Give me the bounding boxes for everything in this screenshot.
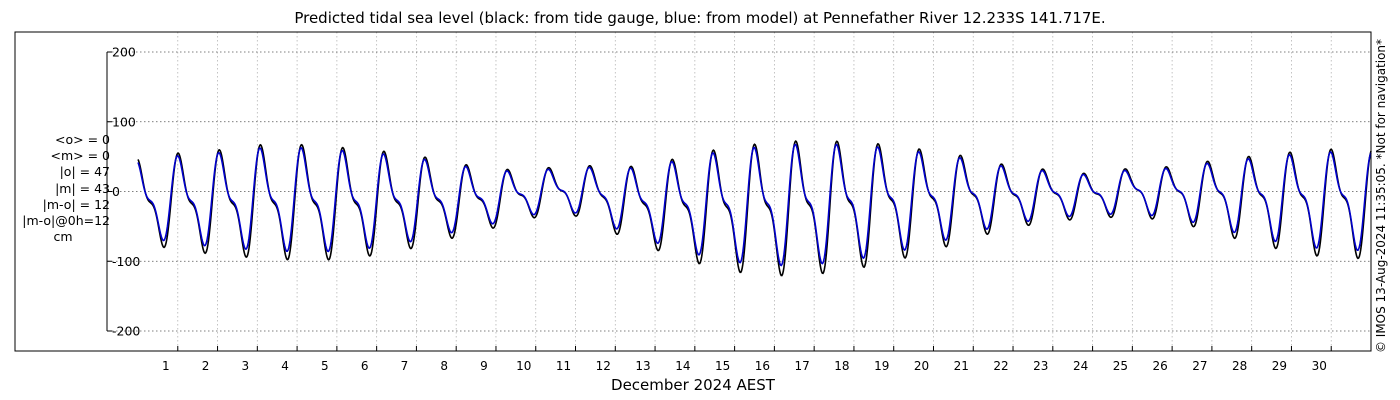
x-tick-label: 10	[516, 359, 531, 373]
x-tick-label: 1	[162, 359, 170, 373]
x-tick-label: 28	[1232, 359, 1247, 373]
y-tick-label: 0	[112, 184, 120, 199]
x-tick-label: 26	[1152, 359, 1167, 373]
x-tick-label: 6	[361, 359, 369, 373]
stat-abs-obs: |o| = 47	[59, 164, 110, 180]
x-tick-label: 9	[480, 359, 488, 373]
x-tick-label: 7	[401, 359, 409, 373]
series-layer	[137, 140, 1372, 277]
y-tick-label: 200	[112, 45, 136, 60]
y-tick-label: -200	[112, 324, 140, 339]
y-tick-label: -100	[112, 254, 140, 269]
x-tick-label: 3	[242, 359, 250, 373]
x-tick-label: 13	[635, 359, 650, 373]
x-tick-label: 11	[556, 359, 571, 373]
x-tick-label: 27	[1192, 359, 1207, 373]
x-tick-label: 16	[755, 359, 770, 373]
plot-frame	[14, 31, 1372, 352]
stat-mean-obs: <o> = 0	[55, 132, 110, 147]
x-axis-label: December 2024 AEST	[611, 376, 776, 394]
x-tick-label: 17	[795, 359, 810, 373]
x-tick-label: 2	[202, 359, 210, 373]
grid-layer	[108, 32, 1371, 351]
x-tick-label: 24	[1073, 359, 1088, 373]
x-tick-label: 5	[321, 359, 329, 373]
x-tick-label: 29	[1272, 359, 1287, 373]
x-tick-label: 19	[874, 359, 889, 373]
y-tick-label: 100	[112, 114, 136, 129]
x-tick-label: 8	[440, 359, 448, 373]
x-tick-label: 20	[914, 359, 929, 373]
x-tick-label: 4	[281, 359, 289, 373]
stat-abs-model: |m| = 43	[55, 180, 110, 196]
stat-abs-diff-0h: |m-o|@0h=12	[22, 213, 110, 229]
x-tick-label: 21	[954, 359, 969, 373]
stat-mean-model: <m> = 0	[50, 148, 111, 164]
x-tick-label: 14	[675, 359, 690, 373]
series-model-line	[137, 143, 1372, 267]
x-tick-label: 22	[993, 359, 1008, 373]
x-tick-label: 30	[1312, 359, 1327, 373]
x-tick-label: 15	[715, 359, 730, 373]
stat-abs-diff: |m-o| = 12	[42, 196, 110, 212]
x-tick-label: 25	[1113, 359, 1128, 373]
x-tick-label: 12	[596, 359, 611, 373]
x-tick-label: 18	[834, 359, 849, 373]
stat-unit: cm	[53, 229, 73, 245]
axis-layer: 1 2 3 4 5 6 7 8 9 10 11 12 13 14 15 16 17 18 19 20 21 22 23 24 2…	[14, 31, 1372, 373]
statistics-panel: <o> = 0 <m> = 0 |o| = 47 |m| = 43 |m-o| …	[0, 132, 110, 245]
chart-title: Predicted tidal sea level (black: from t…	[294, 9, 1106, 27]
series-gauge-line	[137, 140, 1372, 277]
x-tick-label: 23	[1033, 359, 1048, 373]
